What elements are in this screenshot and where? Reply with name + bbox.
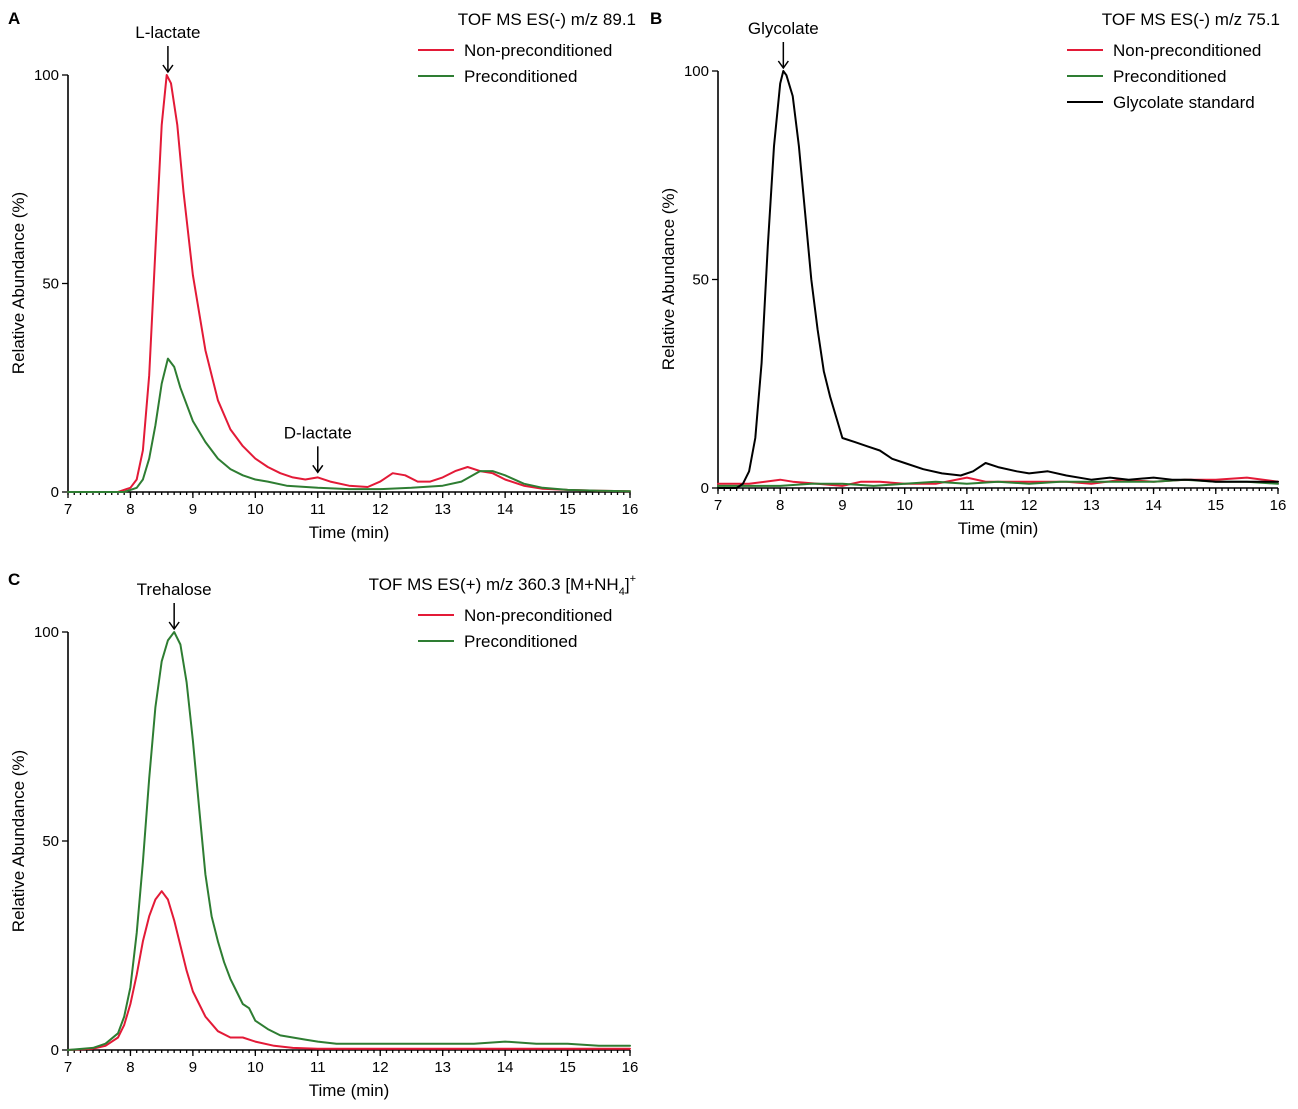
chart-panel-b: B TOF MS ES(-) m/z 75.1 Time (min) Relat… (650, 0, 1298, 552)
panel-label: A (8, 9, 20, 28)
chart-c-svg: C TOF MS ES(+) m/z 360.3 [M+NH4]+ Time (… (8, 570, 639, 1100)
legend-label: Preconditioned (464, 67, 577, 86)
x-tick-label: 7 (64, 1059, 72, 1076)
x-tick-label: 11 (310, 501, 326, 518)
x-tick-label: 9 (838, 497, 846, 514)
x-tick-label: 9 (189, 501, 197, 518)
panel-label: C (8, 570, 20, 589)
chart-title-main: TOF MS ES(+) m/z 360.3 [M+NH (369, 575, 619, 594)
x-tick-label: 13 (434, 1059, 451, 1076)
series-line-preconditioned (67, 631, 631, 1051)
chart-a-svg: A TOF MS ES(-) m/z 89.1 Time (min) Relat… (8, 9, 639, 542)
x-tick-label: 10 (247, 1059, 264, 1076)
down-arrow-icon (162, 64, 174, 74)
y-tick-label: 0 (51, 1042, 59, 1059)
x-tick-label: 9 (189, 1059, 197, 1076)
y-tick-label: 100 (34, 624, 59, 641)
panel-label: B (650, 9, 662, 28)
y-tick-label: 50 (692, 272, 709, 289)
down-arrow-icon (777, 60, 789, 70)
x-tick-label: 10 (247, 501, 264, 518)
y-tick-label: 0 (701, 480, 709, 497)
annotation-label: Trehalose (137, 580, 212, 599)
x-axis-label: Time (min) (309, 1081, 390, 1100)
chart-title: TOF MS ES(-) m/z 89.1 (458, 10, 636, 29)
x-tick-label: 8 (776, 497, 784, 514)
x-tick-label: 15 (559, 501, 576, 518)
x-tick-label: 12 (1021, 497, 1038, 514)
chart-title-superscript: + (630, 573, 636, 585)
x-tick-label: 16 (1270, 497, 1287, 514)
x-tick-label: 10 (896, 497, 913, 514)
down-arrow-icon (312, 464, 324, 474)
x-tick-label: 15 (1207, 497, 1224, 514)
y-tick-label: 50 (42, 833, 59, 850)
x-tick-label: 14 (497, 501, 514, 518)
x-tick-label: 12 (372, 1059, 389, 1076)
y-tick-label: 0 (51, 484, 59, 501)
x-tick-label: 13 (1083, 497, 1100, 514)
legend-label: Non-preconditioned (1113, 41, 1261, 60)
series-line-preconditioned (67, 357, 631, 493)
x-tick-label: 11 (310, 1059, 326, 1076)
chart-title-tail: ] (625, 575, 630, 594)
chart-title: TOF MS ES(+) m/z 360.3 [M+NH4]+ (369, 573, 636, 598)
annotation-label: D-lactate (284, 423, 352, 442)
x-tick-label: 12 (372, 501, 389, 518)
y-axis-label: Relative Abundance (%) (9, 750, 28, 932)
y-tick-label: 100 (34, 67, 59, 84)
x-tick-label: 15 (559, 1059, 576, 1076)
annotation-label: L-lactate (135, 23, 200, 42)
x-tick-label: 7 (64, 501, 72, 518)
x-tick-label: 8 (126, 501, 134, 518)
x-tick-label: 16 (622, 501, 639, 518)
chart-panel-a: A TOF MS ES(-) m/z 89.1 Time (min) Relat… (0, 0, 650, 552)
chart-title: TOF MS ES(-) m/z 75.1 (1102, 10, 1280, 29)
annotation-label: Glycolate (748, 19, 819, 38)
x-tick-label: 13 (434, 501, 451, 518)
legend-label: Non-preconditioned (464, 606, 612, 625)
chart-panel-c: C TOF MS ES(+) m/z 360.3 [M+NH4]+ Time (… (0, 556, 650, 1109)
x-axis-label: Time (min) (309, 523, 390, 542)
x-tick-label: 14 (497, 1059, 514, 1076)
y-axis-label: Relative Abundance (%) (659, 188, 678, 370)
x-tick-label: 16 (622, 1059, 639, 1076)
y-axis-label: Relative Abundance (%) (9, 192, 28, 374)
series-line-non-preconditioned (67, 890, 631, 1051)
x-tick-label: 7 (714, 497, 722, 514)
x-axis-label: Time (min) (958, 519, 1039, 538)
chart-title-subscript: 4 (619, 586, 625, 598)
x-tick-label: 8 (126, 1059, 134, 1076)
legend-label: Non-preconditioned (464, 41, 612, 60)
series-line-standard (717, 70, 1279, 489)
legend-label: Preconditioned (1113, 67, 1226, 86)
legend-label: Glycolate standard (1113, 93, 1255, 112)
x-tick-label: 11 (959, 497, 975, 514)
y-tick-label: 100 (684, 63, 709, 80)
x-tick-label: 14 (1145, 497, 1162, 514)
legend-label: Preconditioned (464, 632, 577, 651)
down-arrow-icon (168, 621, 180, 631)
y-tick-label: 50 (42, 276, 59, 293)
chart-b-svg: B TOF MS ES(-) m/z 75.1 Time (min) Relat… (650, 9, 1287, 538)
